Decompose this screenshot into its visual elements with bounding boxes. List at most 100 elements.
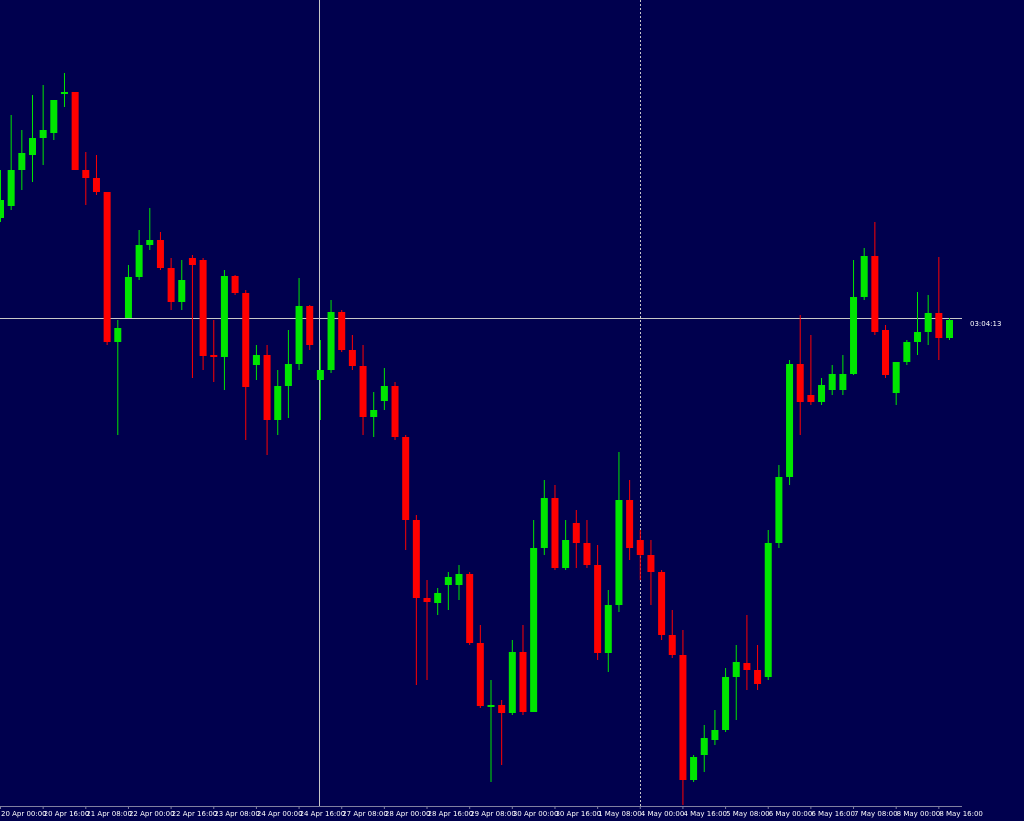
candle-body [199,260,207,356]
candle-body [423,598,431,602]
candle-body [604,605,612,653]
candle-body [498,705,506,713]
candle-body [636,540,644,555]
candle-body [828,374,836,390]
x-tick-label: 20 Apr 16:00 [44,810,90,818]
countdown-label: 03:04:13 [970,320,1001,328]
candle-body [434,593,442,603]
candle-body [327,312,335,370]
candle-body [167,268,175,302]
candle-body [338,312,346,350]
x-tick-label: 20 Apr 00:00 [1,810,47,818]
x-tick-label: 29 Apr 08:00 [470,810,516,818]
candle-body [466,574,474,643]
x-tick-label: 8 May 16:00 [939,810,983,818]
candle-body [540,498,548,548]
candle-body [82,170,90,178]
candle-body [391,386,399,437]
candle-body [295,306,303,364]
candle-body [178,280,186,302]
candle-body [626,500,634,548]
candle-body [903,342,911,362]
x-tick-label: 4 May 16:00 [683,810,727,818]
candle-body [146,240,154,245]
candle-body [871,256,879,332]
candle-body [380,386,388,401]
candle-body [743,663,751,670]
candle-body [103,192,111,342]
x-tick-label: 28 Apr 00:00 [385,810,431,818]
x-tick-label: 1 May 08:00 [598,810,642,818]
x-tick-label: 6 May 00:00 [769,810,813,818]
candle-body [839,374,847,390]
candle-body [786,364,794,477]
candle-body [562,540,570,568]
candle-body [530,548,538,712]
candle-body [28,138,36,155]
candles [0,73,953,805]
candle-body [818,385,826,402]
x-tick-label: 24 Apr 16:00 [300,810,346,818]
candle-body [487,705,495,707]
candle-body [284,364,292,386]
x-tick-label: 23 Apr 08:00 [214,810,260,818]
candle-body [252,355,260,365]
candle-body [519,652,527,712]
x-tick-label: 22 Apr 16:00 [172,810,218,818]
candle-body [39,130,47,138]
candle-body [359,366,367,417]
candle-body [679,655,687,780]
candle-body [92,178,100,192]
candle-body [402,437,410,520]
candle-body [914,332,922,342]
x-tick-label: 8 May 00:00 [897,810,941,818]
candle-body [935,313,943,338]
x-tick-label: 21 Apr 08:00 [86,810,132,818]
candle-body [274,386,282,420]
candle-body [7,170,15,206]
candle-body [754,670,762,684]
candle-body [732,662,740,677]
x-tick-label: 27 Apr 08:00 [342,810,388,818]
candle-body [572,523,580,543]
candle-body [690,757,698,780]
candle-body [114,328,122,342]
candle-body [860,256,868,297]
candle-body [135,245,143,277]
candle-body [796,364,804,402]
candle-body [647,555,655,572]
x-tick-label: 4 May 00:00 [641,810,685,818]
candle-body [412,520,420,598]
x-tick-label: 30 Apr 00:00 [513,810,559,818]
candle-body [711,730,719,740]
candle-body [231,276,239,293]
candle-body [18,153,26,170]
x-tick-label: 28 Apr 16:00 [428,810,474,818]
candle-body [551,498,559,568]
candle-body [156,240,164,268]
x-tick-label: 7 May 08:00 [854,810,898,818]
candle-body [807,395,815,402]
candle-body [316,370,324,380]
candle-body [60,92,68,94]
candle-body [508,652,516,713]
candle-body [764,543,772,677]
candle-body [700,738,708,755]
candle-body [188,258,196,265]
candle-body [924,313,932,332]
candle-body [722,677,730,730]
x-tick-label: 24 Apr 00:00 [257,810,303,818]
candle-body [242,293,250,387]
candle-body [0,200,4,218]
candle-body [946,320,953,338]
candle-body [476,643,484,706]
candle-body [124,277,132,318]
x-tick-label: 6 May 16:00 [811,810,855,818]
candle-body [882,330,890,375]
candle-body [220,276,228,357]
candle-body [306,306,314,345]
candle-body [444,577,452,585]
candle-body [615,500,623,605]
